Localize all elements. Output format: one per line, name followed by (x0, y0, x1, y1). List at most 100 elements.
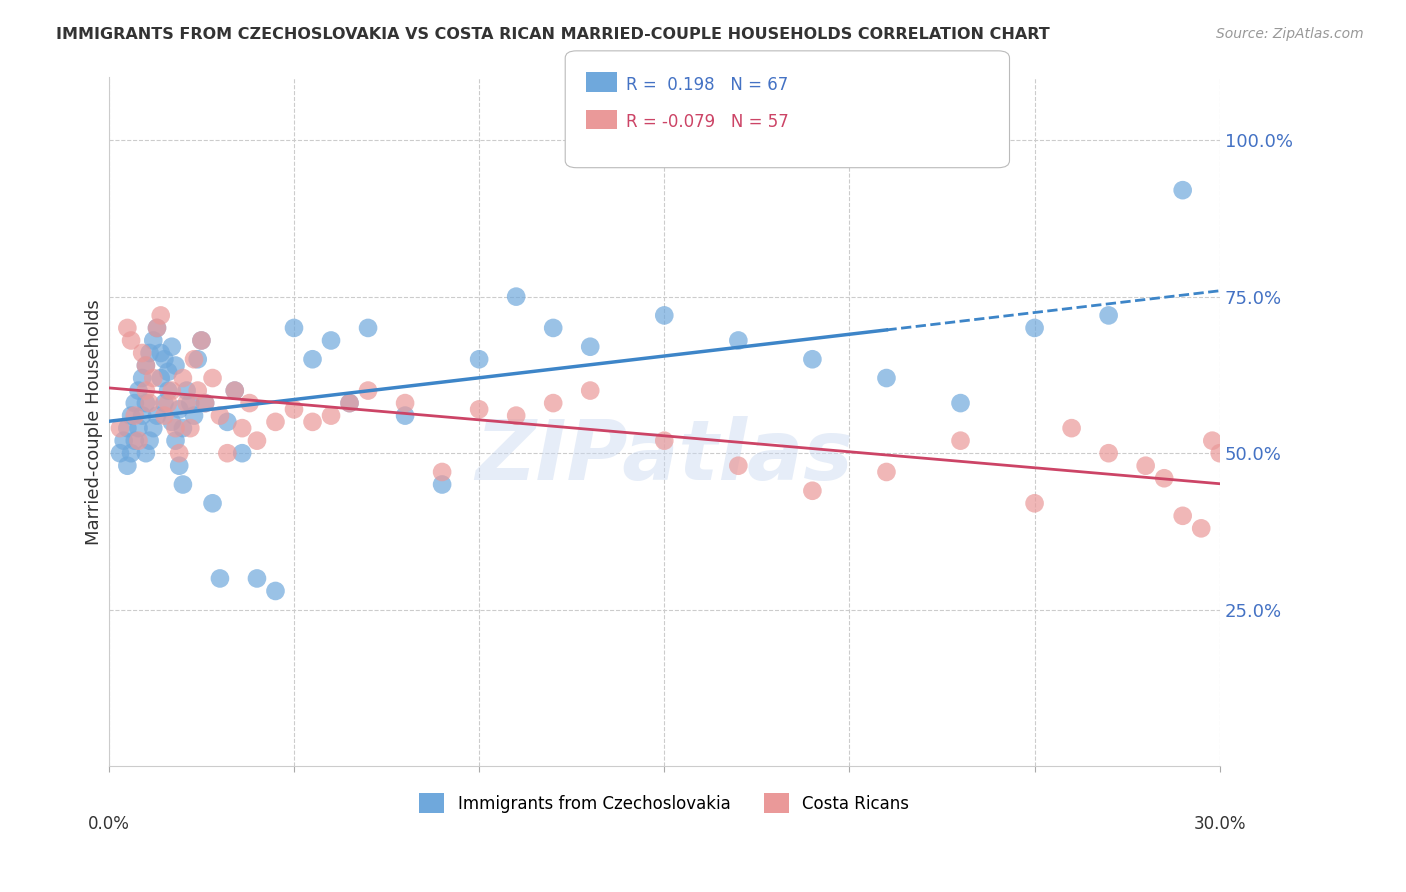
Point (157, 365, 180, 379)
Point (190, 334, 212, 348)
Point (160, 384, 183, 398)
Point (165, 421, 187, 435)
Point (301, 352, 323, 367)
Point (339, 396, 361, 410)
Point (120, 409, 142, 423)
Point (201, 496, 224, 510)
Text: R =  0.198   N = 67: R = 0.198 N = 67 (626, 76, 787, 94)
Point (194, 396, 217, 410)
Point (179, 396, 201, 410)
Point (135, 359, 157, 373)
Point (165, 434, 187, 448)
Point (124, 434, 146, 448)
Point (117, 321, 139, 335)
Point (231, 421, 253, 435)
Point (505, 290, 527, 304)
Point (142, 371, 165, 385)
Point (319, 409, 342, 423)
Point (1135, 458, 1157, 473)
Point (875, 465, 897, 479)
Point (194, 396, 217, 410)
Point (172, 421, 194, 435)
Point (153, 352, 176, 367)
Point (727, 458, 749, 473)
Point (875, 371, 897, 385)
Point (246, 571, 269, 585)
Point (238, 396, 260, 410)
Point (127, 384, 149, 398)
Point (394, 396, 416, 410)
Point (1098, 446, 1121, 460)
Point (142, 334, 165, 348)
Point (264, 415, 287, 429)
Point (231, 446, 253, 460)
Point (153, 409, 176, 423)
Point (138, 396, 160, 410)
Point (190, 334, 212, 348)
Point (283, 402, 305, 417)
Point (183, 352, 205, 367)
Point (579, 384, 602, 398)
Point (146, 321, 169, 335)
Point (138, 434, 160, 448)
Point (579, 340, 602, 354)
Point (301, 415, 323, 429)
Point (157, 384, 180, 398)
Point (117, 458, 139, 473)
Text: 30.0%: 30.0% (1194, 814, 1246, 832)
Point (1024, 321, 1046, 335)
Point (727, 334, 749, 348)
Text: R = -0.079   N = 57: R = -0.079 N = 57 (626, 113, 789, 131)
Text: 0.0%: 0.0% (89, 814, 129, 832)
Point (1024, 496, 1046, 510)
Point (1209, 446, 1232, 460)
Point (124, 409, 146, 423)
Point (117, 421, 139, 435)
Point (142, 421, 165, 435)
Point (801, 352, 824, 367)
Point (108, 421, 131, 435)
Point (135, 446, 157, 460)
Point (1189, 521, 1212, 535)
Point (217, 415, 239, 429)
Point (127, 434, 149, 448)
Point (1060, 421, 1083, 435)
Point (153, 396, 176, 410)
Point (505, 409, 527, 423)
Point (394, 409, 416, 423)
Point (124, 396, 146, 410)
Point (108, 446, 131, 460)
Point (468, 352, 491, 367)
Point (224, 384, 246, 398)
Point (146, 409, 169, 423)
Point (357, 384, 380, 398)
Point (339, 396, 361, 410)
Point (131, 346, 153, 360)
Point (208, 571, 231, 585)
Point (246, 434, 269, 448)
Point (430, 465, 453, 479)
Point (201, 371, 224, 385)
Text: ZIPatlas: ZIPatlas (475, 416, 853, 497)
Point (224, 384, 246, 398)
Point (1171, 508, 1194, 523)
Legend: Immigrants from Czechoslovakia, Costa Ricans: Immigrants from Czechoslovakia, Costa Ri… (413, 787, 915, 820)
Point (1098, 309, 1121, 323)
Point (949, 434, 972, 448)
Text: Source: ZipAtlas.com: Source: ZipAtlas.com (1216, 27, 1364, 41)
Point (135, 384, 157, 398)
Point (541, 396, 564, 410)
Point (1201, 434, 1223, 448)
Point (468, 402, 491, 417)
Point (801, 483, 824, 498)
Point (146, 321, 169, 335)
Point (120, 334, 142, 348)
Point (131, 371, 153, 385)
Point (264, 584, 287, 599)
Point (319, 334, 342, 348)
Point (217, 446, 239, 460)
Point (172, 477, 194, 491)
Point (135, 396, 157, 410)
Point (949, 396, 972, 410)
Point (187, 352, 209, 367)
